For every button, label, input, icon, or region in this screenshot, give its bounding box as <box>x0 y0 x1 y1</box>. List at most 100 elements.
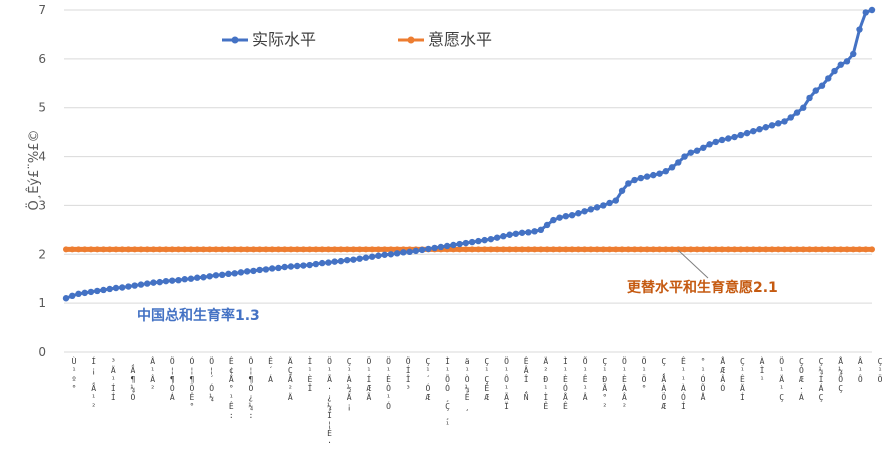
point-actual <box>462 239 470 247</box>
legend-label-desired: 意愿水平 <box>428 30 492 49</box>
point-actual <box>412 247 420 255</box>
point-actual <box>437 243 445 251</box>
x-axis-category-labels: Ù ¹ º ° Í ¡ ¸ Ä ¹ ² ³ Ä ¹ Í Í ¸ Ä ¶ ¼ Ó Â ¹ Â ² Ö ¦ ¶ Ó Á Ó ¦ ¶ Ö Ê ° Ö ¦ ´ Ó ¼… <box>72 355 883 447</box>
point-desired <box>350 246 357 253</box>
point-desired <box>644 246 651 253</box>
point-desired <box>619 246 626 253</box>
point-actual <box>718 136 726 144</box>
point-actual <box>87 288 95 296</box>
point-actual <box>675 159 682 166</box>
point-actual <box>268 265 276 272</box>
point-desired <box>162 246 169 253</box>
point-actual <box>650 171 657 179</box>
point-actual <box>525 229 532 236</box>
point-actual <box>537 226 545 234</box>
legend-item-actual[interactable]: 实际水平 <box>222 30 316 49</box>
point-desired <box>537 246 544 253</box>
point-actual <box>775 120 782 127</box>
point-desired <box>156 246 163 253</box>
point-desired <box>456 246 463 253</box>
point-desired <box>231 246 238 253</box>
legend-label-actual: 实际水平 <box>252 30 316 49</box>
point-actual <box>150 279 157 286</box>
point-actual <box>131 282 138 289</box>
point-actual <box>731 133 738 141</box>
point-actual <box>350 256 357 263</box>
point-desired <box>131 246 138 253</box>
point-actual <box>668 164 676 171</box>
point-actual <box>169 277 176 284</box>
point-desired <box>331 246 338 253</box>
point-actual <box>750 127 757 135</box>
annotation-replacement-level: 更替水平和生育意愿2.1 <box>627 279 778 296</box>
point-actual <box>343 256 351 264</box>
point-actual <box>331 258 338 265</box>
point-desired <box>731 246 738 253</box>
legend-marker-desired <box>407 36 415 44</box>
point-actual <box>375 252 382 259</box>
y-axis-label: Ö¸Êý£¨%£© <box>25 129 42 210</box>
point-actual <box>137 281 145 288</box>
point-desired <box>744 246 751 253</box>
point-desired <box>819 246 826 253</box>
point-desired <box>569 246 576 253</box>
point-actual <box>431 244 438 252</box>
point-actual <box>656 170 663 177</box>
legend-item-desired[interactable]: 意愿水平 <box>398 30 492 49</box>
x-tick-label: Ç ¸ Å À Ö Æ <box>661 357 666 411</box>
point-actual <box>606 199 613 207</box>
point-desired <box>181 246 188 253</box>
point-actual <box>237 269 245 276</box>
point-actual <box>787 114 794 121</box>
x-tick-label: Ô ¦ ¶ Ó ¿ ¼: <box>249 355 254 420</box>
point-actual <box>743 129 751 137</box>
point-actual <box>250 267 257 275</box>
point-actual <box>475 237 482 245</box>
point-actual <box>181 276 188 283</box>
point-desired <box>631 246 638 253</box>
point-actual <box>837 61 844 68</box>
point-actual <box>793 109 801 116</box>
point-actual <box>587 206 595 213</box>
legend: 实际水平 意愿水平 <box>222 30 492 49</box>
point-desired <box>656 246 663 253</box>
x-tick-label: Ö ¦ ´ Ó ¼ <box>209 356 214 402</box>
point-desired <box>137 246 144 253</box>
point-desired <box>556 246 563 253</box>
point-desired <box>462 246 469 253</box>
point-actual <box>712 138 719 146</box>
point-desired <box>550 246 557 253</box>
point-actual <box>550 216 557 224</box>
point-actual <box>512 230 520 237</box>
point-desired <box>375 246 382 253</box>
point-desired <box>244 246 251 253</box>
point-actual <box>562 212 570 220</box>
point-actual <box>418 246 426 254</box>
point-desired <box>681 246 688 253</box>
point-desired <box>312 246 319 253</box>
y-tick-label-4: 4 <box>38 150 46 164</box>
point-actual <box>800 104 807 111</box>
point-actual <box>106 285 113 293</box>
point-desired <box>562 246 569 253</box>
point-actual <box>500 233 507 240</box>
point-desired <box>112 246 119 253</box>
point-actual <box>156 278 163 286</box>
point-desired <box>306 246 313 253</box>
point-actual <box>812 87 819 94</box>
point-actual <box>762 124 769 131</box>
point-actual <box>212 272 220 279</box>
point-desired <box>700 246 707 253</box>
point-actual <box>756 126 763 133</box>
point-actual <box>406 248 413 256</box>
point-desired <box>81 246 88 253</box>
point-desired <box>500 246 507 253</box>
point-actual <box>287 263 295 270</box>
point-actual <box>725 135 732 142</box>
